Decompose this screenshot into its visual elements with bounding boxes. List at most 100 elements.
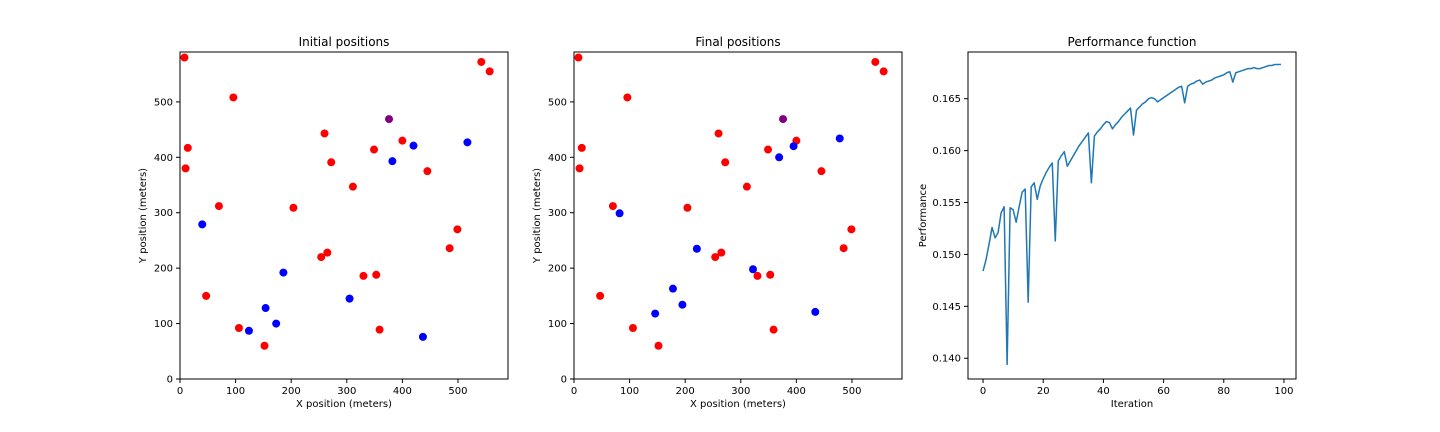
scatter-point — [577, 143, 586, 152]
x-tick-label: 100 — [226, 386, 245, 397]
scatter-point — [409, 141, 418, 150]
scatter-point — [183, 143, 192, 152]
scatter-point — [485, 67, 494, 76]
scatter-point — [678, 300, 687, 309]
scatter-point — [202, 291, 211, 300]
y-tick-label: 100 — [548, 319, 567, 330]
axes-frame — [179, 51, 509, 380]
chart-panel-3: Performance function 0 20 40 60 80 100 0.140 0.1… — [918, 35, 1297, 410]
scatter-point — [244, 326, 253, 335]
scatter-point — [651, 309, 660, 318]
scatter-point — [714, 129, 723, 138]
x-tick-label: 80 — [1217, 386, 1230, 397]
y-tick-label: 0.155 — [932, 198, 961, 209]
scatter-point — [260, 341, 269, 350]
chart-title: Initial positions — [299, 35, 390, 49]
scatter-point — [789, 142, 798, 151]
scatter-point — [375, 325, 384, 334]
y-tick-label: 0 — [561, 375, 567, 386]
x-tick-label: 100 — [1274, 386, 1293, 397]
scatter-point — [180, 53, 189, 62]
x-tick-label: 0 — [980, 386, 986, 397]
x-tick-label: 60 — [1157, 386, 1170, 397]
scatter-point — [615, 209, 624, 218]
x-tick-label: 300 — [731, 386, 750, 397]
scatter-point — [817, 167, 826, 176]
scatter-point — [871, 57, 880, 66]
scatter-point — [345, 294, 354, 303]
x-tick-label: 0 — [177, 386, 183, 397]
y-tick-label: 500 — [154, 97, 173, 108]
y-tick-label: 300 — [548, 208, 567, 219]
x-tick-label: 400 — [787, 386, 806, 397]
scatter-point — [359, 271, 368, 280]
axes-frame — [573, 51, 903, 380]
scatter-point — [879, 67, 888, 76]
plot-area — [982, 63, 1281, 366]
y-tick-label: 200 — [154, 264, 173, 275]
scatter-point — [327, 158, 336, 167]
scatter-point — [388, 157, 397, 166]
y-tick-label: 400 — [548, 153, 567, 164]
scatter-point — [775, 153, 784, 162]
scatter-point — [320, 129, 329, 138]
y-tick-label: 0 — [167, 375, 173, 386]
x-tick-label: 0 — [571, 386, 577, 397]
scatter-point — [370, 145, 379, 154]
scatter-point — [835, 134, 844, 143]
scatter-point — [323, 248, 332, 257]
x-tick-label: 500 — [842, 386, 861, 397]
y-tick-label: 0.140 — [932, 354, 961, 365]
scatter-point — [596, 291, 605, 300]
scatter-point — [847, 225, 856, 234]
scatter-point — [272, 319, 281, 328]
y-tick-label: 0.165 — [932, 94, 961, 105]
x-tick-label: 400 — [393, 386, 412, 397]
scatter-point — [839, 244, 848, 253]
scatter-point — [749, 265, 758, 274]
x-tick-label: 20 — [1037, 386, 1050, 397]
scatter-point — [289, 203, 298, 212]
scatter-point — [574, 53, 583, 62]
chart-title: Performance function — [1068, 35, 1197, 49]
plot-area — [180, 53, 494, 350]
scatter-point — [214, 202, 223, 211]
plot-area — [574, 53, 888, 350]
scatter-point — [234, 324, 243, 333]
scatter-point — [608, 202, 617, 211]
scatter-point — [317, 253, 326, 262]
scatter-point — [453, 225, 462, 234]
y-tick-label: 0.145 — [932, 302, 961, 313]
scatter-point — [766, 270, 775, 279]
chart-panel-1: Initial positions 0 100 200 300 400 500 0 100 200… — [138, 35, 509, 410]
scatter-point — [692, 244, 701, 253]
y-axis-label: Y position (meters) — [138, 168, 149, 264]
y-axis-label: Performance — [918, 184, 929, 247]
scatter-point — [348, 182, 357, 191]
scatter-point — [575, 164, 584, 173]
scatter-point — [753, 271, 762, 280]
scatter-point — [721, 158, 730, 167]
scatter-point — [623, 93, 632, 102]
scatter-point — [628, 324, 637, 333]
scatter-point — [372, 270, 381, 279]
scatter-point — [385, 115, 394, 124]
scatter-point — [742, 182, 751, 191]
scatter-point — [398, 136, 407, 145]
scatter-point — [229, 93, 238, 102]
scatter-point — [764, 145, 773, 154]
x-tick-label: 300 — [337, 386, 356, 397]
y-tick-label: 500 — [548, 97, 567, 108]
series-line — [982, 63, 1281, 366]
y-tick-label: 200 — [548, 264, 567, 275]
scatter-point — [423, 167, 432, 176]
chart-panel-2: Final positions 0 100 200 300 400 500 0 100 200 30… — [532, 35, 903, 410]
scatter-point — [811, 307, 820, 316]
x-tick-label: 200 — [282, 386, 301, 397]
scatter-point — [779, 115, 788, 124]
scatter-point — [181, 164, 190, 173]
x-tick-label: 500 — [448, 386, 467, 397]
scatter-point — [279, 268, 288, 277]
scatter-point — [683, 203, 692, 212]
scatter-point — [418, 332, 427, 341]
